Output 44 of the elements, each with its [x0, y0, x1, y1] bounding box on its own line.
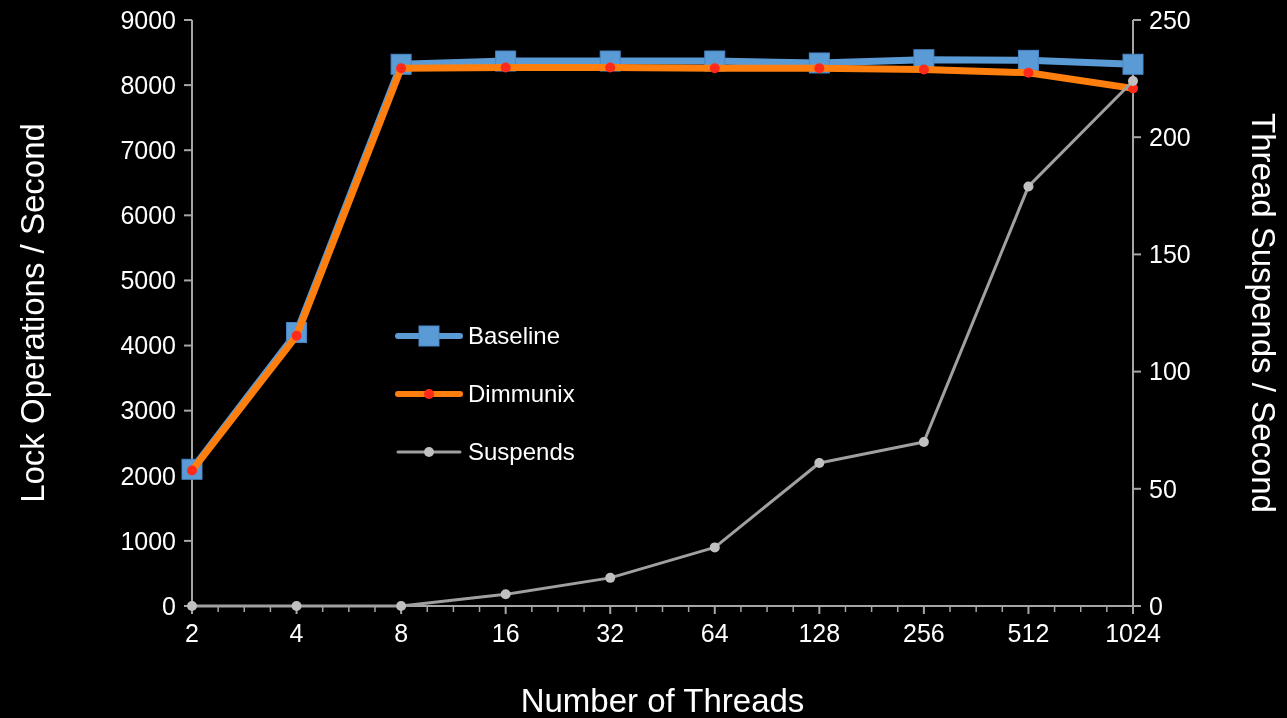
point [291, 601, 302, 611]
y2-tick-label: 50 [1149, 474, 1177, 503]
legend-label: Baseline [468, 322, 561, 350]
y-tick-label: 2000 [120, 461, 176, 490]
y-tick-label: 0 [162, 591, 176, 620]
y-tick-label: 4000 [120, 331, 176, 360]
point [1128, 75, 1138, 86]
legend-label: Dimmunix [468, 380, 575, 408]
point [500, 589, 511, 600]
x-tick-label: 512 [1007, 619, 1050, 647]
x-tick-label: 1024 [1105, 619, 1161, 647]
point [709, 542, 720, 553]
point [918, 436, 929, 447]
y-tick-label: 9000 [120, 5, 176, 34]
x-tick-label: 4 [289, 619, 304, 647]
point [1017, 49, 1039, 71]
y2-tick-label: 200 [1149, 122, 1191, 151]
y2-tick-label: 100 [1149, 357, 1191, 386]
point [1122, 53, 1144, 75]
x-tick-label: 128 [798, 619, 841, 647]
x-tick-label: 16 [491, 619, 520, 647]
y2-tick-label: 250 [1149, 5, 1191, 34]
y-tick-label: 3000 [120, 396, 176, 425]
point [187, 601, 197, 611]
y-tick-label: 6000 [120, 201, 176, 230]
x-tick-label: 32 [596, 619, 625, 647]
y-tick-label: 7000 [120, 135, 176, 164]
point [396, 601, 407, 611]
y2-tick-label: 0 [1149, 591, 1163, 620]
x-axis-title: Number of Threads [520, 682, 805, 718]
y2-axis-title: Thread Suspends / Second [1245, 113, 1282, 513]
y-axis-title: Lock Operations / Second [14, 123, 51, 503]
y-tick-label: 8000 [120, 70, 176, 99]
x-tick-label: 2 [185, 619, 199, 647]
y-tick-label: 1000 [120, 526, 176, 555]
point [814, 458, 825, 469]
x-tick-label: 8 [394, 619, 409, 647]
y-tick-label: 5000 [120, 266, 176, 295]
y2-tick-label: 150 [1149, 240, 1191, 269]
x-tick-label: 64 [700, 619, 729, 647]
point [605, 572, 616, 583]
legend-label: Suspends [468, 438, 575, 466]
point [1023, 181, 1034, 192]
x-tick-label: 256 [903, 619, 945, 647]
